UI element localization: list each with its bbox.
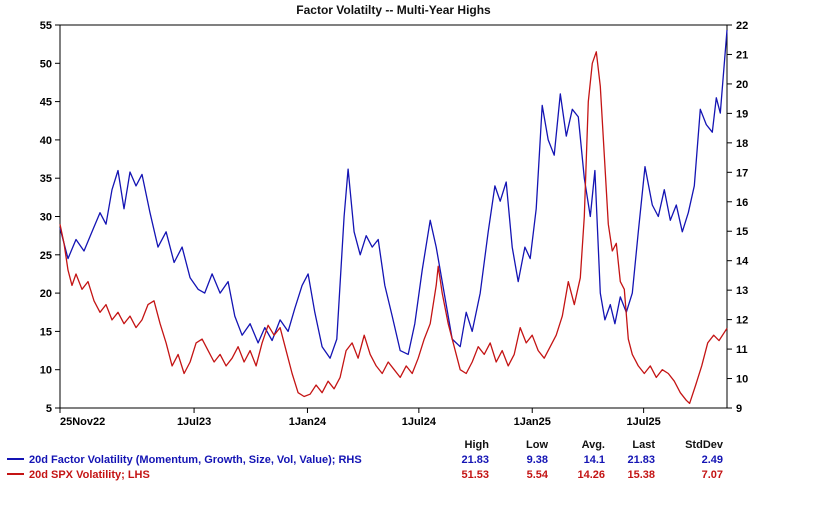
right-axis-label: 9	[736, 403, 742, 415]
left-axis-label: 30	[40, 212, 52, 224]
stat-stddev: 2.49	[701, 453, 723, 466]
left-axis-label: 50	[40, 58, 52, 70]
right-axis-label: 10	[736, 374, 748, 386]
x-axis-label: 1Jul24	[402, 416, 437, 428]
right-axis-label: 13	[736, 285, 748, 297]
right-axis-label: 19	[736, 108, 748, 120]
spx-volatility-line	[59, 51, 728, 405]
stat-low: 9.38	[526, 453, 548, 466]
left-axis-label: 55	[40, 20, 52, 32]
factor-volatility-line	[59, 29, 728, 359]
right-axis-label: 11	[736, 344, 748, 356]
stats-header-low: Low	[526, 438, 548, 451]
stat-last: 21.83	[627, 453, 655, 466]
x-axis-label: 25Nov22	[60, 416, 105, 428]
legend-row-spx-volatility: 20d SPX Volatility; LHS 51.53 5.54 14.26…	[7, 467, 807, 482]
x-axis-label: 1Jul23	[177, 416, 211, 428]
left-axis-label: 40	[40, 135, 52, 147]
x-axis-label: 1Jan24	[289, 416, 327, 428]
legend-label: 20d Factor Volatility (Momentum, Growth,…	[29, 453, 362, 466]
stats-header-last: Last	[632, 438, 655, 451]
spx-volatility-line-swatch	[7, 469, 29, 481]
stat-low: 5.54	[526, 468, 548, 481]
left-axis-label: 35	[40, 173, 52, 185]
chart-title: Factor Volatilty -- Multi-Year Highs	[296, 3, 491, 17]
plot-border	[59, 24, 728, 409]
stats-legend: High Low Avg. Last StdDev 20d Factor Vol…	[7, 437, 807, 482]
right-axis-label: 22	[736, 20, 748, 32]
stat-avg: 14.26	[577, 468, 605, 481]
legend-label: 20d SPX Volatility; LHS	[29, 468, 150, 481]
factor-volatility-line-swatch	[7, 454, 29, 466]
left-axis-label: 15	[40, 326, 52, 338]
right-axis-label: 15	[736, 226, 748, 238]
left-axis-label: 10	[40, 365, 52, 377]
stat-last: 15.38	[627, 468, 655, 481]
right-axis-label: 17	[736, 167, 748, 179]
x-axis-label: 1Jul25	[627, 416, 661, 428]
stat-avg: 14.1	[583, 453, 605, 466]
stats-header-avg: Avg.	[581, 438, 605, 451]
stats-header-row: High Low Avg. Last StdDev	[7, 437, 807, 452]
left-axis-label: 20	[40, 288, 52, 300]
stats-header-high: High	[464, 438, 489, 451]
legend-row-factor-volatility: 20d Factor Volatility (Momentum, Growth,…	[7, 452, 807, 467]
volatility-chart: 55 50 45 40 35 30 25 20 15 10 5 22 21 20 19 18 17 16 15 14 1…	[40, 20, 749, 428]
left-axis-label: 25	[40, 250, 52, 262]
right-axis-label: 12	[736, 315, 748, 327]
stats-header-stddev: StdDev	[685, 438, 723, 451]
stat-high: 51.53	[461, 468, 489, 481]
left-axis-label: 45	[40, 97, 52, 109]
right-axis-label: 16	[736, 197, 748, 209]
stat-high: 21.83	[461, 453, 489, 466]
x-axis-label: 1Jan25	[514, 416, 551, 428]
right-axis-label: 21	[736, 49, 748, 61]
right-axis-label: 14	[736, 256, 749, 268]
left-axis-label: 5	[46, 403, 52, 415]
stat-stddev: 7.07	[701, 468, 723, 481]
right-axis-label: 20	[736, 79, 748, 91]
right-axis-label: 18	[736, 138, 748, 150]
